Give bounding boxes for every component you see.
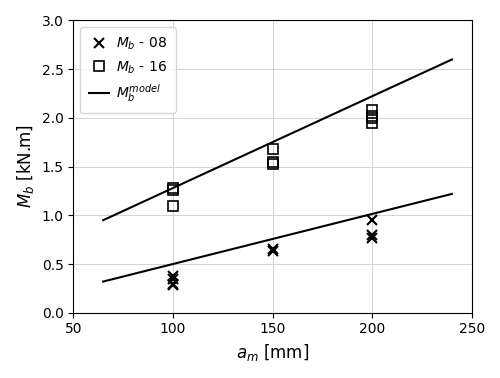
Legend: $M_b$ - 08, $M_b$ - 16, $M_b^{model}$: $M_b$ - 08, $M_b$ - 16, $M_b^{model}$ xyxy=(80,28,176,113)
$M_b$ - 16 xyxy=(369,116,375,120)
X-axis label: $a_m$ [mm]: $a_m$ [mm] xyxy=(236,342,309,363)
$M_b$ - 16 xyxy=(270,160,276,164)
$M_b$ - 08 xyxy=(170,283,176,288)
$M_b$ - 08 xyxy=(170,273,176,278)
$M_b$ - 08 xyxy=(369,232,375,237)
$M_b$ - 16 xyxy=(369,108,375,112)
$M_b$ - 16 xyxy=(369,114,375,118)
$M_b$ - 08 xyxy=(170,276,176,281)
$M_b$ - 08 xyxy=(270,249,276,254)
$M_b$ - 16 xyxy=(170,188,176,192)
$M_b$ - 16 xyxy=(369,121,375,125)
$M_b$ - 16 xyxy=(270,147,276,151)
$M_b$ - 08 xyxy=(270,247,276,252)
$M_b$ - 08 xyxy=(369,235,375,240)
$M_b$ - 08 xyxy=(170,281,176,286)
Line: $M_b$ - 16: $M_b$ - 16 xyxy=(168,105,377,211)
$M_b$ - 08 xyxy=(369,218,375,223)
Line: $M_b$ - 08: $M_b$ - 08 xyxy=(168,215,377,290)
$M_b$ - 16 xyxy=(170,203,176,208)
$M_b$ - 16 xyxy=(270,161,276,166)
Y-axis label: $M_b$ [kN.m]: $M_b$ [kN.m] xyxy=(15,125,36,208)
$M_b$ - 16 xyxy=(170,186,176,190)
